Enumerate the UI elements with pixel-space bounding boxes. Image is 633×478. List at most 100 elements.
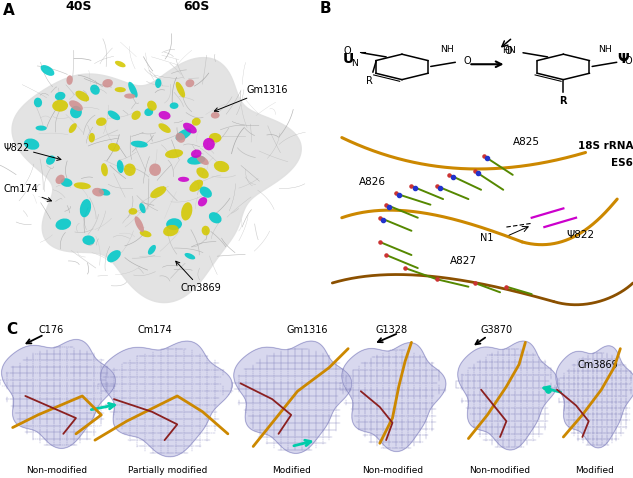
Ellipse shape [80, 199, 91, 217]
Ellipse shape [117, 160, 123, 173]
Ellipse shape [92, 188, 104, 196]
Ellipse shape [124, 94, 135, 98]
Ellipse shape [107, 250, 121, 262]
Ellipse shape [191, 150, 201, 158]
Ellipse shape [199, 186, 212, 198]
Text: A: A [3, 3, 15, 18]
Ellipse shape [165, 149, 183, 158]
Ellipse shape [192, 118, 201, 126]
Ellipse shape [69, 123, 77, 133]
Polygon shape [458, 341, 558, 450]
Point [400, 264, 410, 272]
Text: HN: HN [503, 46, 517, 55]
Ellipse shape [196, 155, 209, 165]
Text: Partially modified: Partially modified [128, 466, 208, 475]
Point [391, 190, 401, 197]
Point [473, 169, 483, 177]
Ellipse shape [214, 161, 229, 172]
Text: N1: N1 [480, 233, 494, 243]
Ellipse shape [202, 226, 210, 236]
Point [432, 182, 442, 190]
Point [381, 201, 391, 208]
Text: C176: C176 [38, 325, 63, 335]
Text: Gm1316: Gm1316 [286, 325, 328, 335]
Point [435, 184, 445, 192]
Ellipse shape [89, 133, 95, 142]
Ellipse shape [56, 174, 65, 184]
Text: O: O [343, 46, 351, 56]
Point [384, 203, 394, 210]
Point [410, 184, 420, 192]
Ellipse shape [115, 87, 126, 92]
Ellipse shape [108, 110, 120, 120]
Point [470, 167, 480, 175]
Ellipse shape [159, 111, 170, 120]
Ellipse shape [178, 177, 189, 182]
Text: 60S: 60S [183, 0, 210, 12]
Ellipse shape [176, 82, 185, 98]
Point [375, 238, 385, 246]
Ellipse shape [147, 100, 157, 111]
Text: A827: A827 [449, 256, 477, 266]
Ellipse shape [103, 79, 113, 87]
Text: Gm1316: Gm1316 [215, 85, 289, 111]
Ellipse shape [108, 143, 120, 152]
Ellipse shape [69, 100, 83, 111]
Text: 40S: 40S [66, 0, 92, 12]
Ellipse shape [198, 197, 207, 206]
Text: Ψ822: Ψ822 [3, 142, 61, 160]
Text: Modified: Modified [575, 466, 615, 475]
Polygon shape [101, 341, 232, 457]
Ellipse shape [185, 79, 194, 87]
Point [375, 214, 385, 222]
Text: A825: A825 [513, 137, 540, 147]
Text: 18S rRNA: 18S rRNA [577, 141, 633, 152]
Ellipse shape [163, 225, 179, 236]
Ellipse shape [128, 208, 137, 215]
Ellipse shape [99, 189, 110, 196]
Point [444, 171, 454, 179]
Text: Non-modified: Non-modified [362, 466, 423, 475]
Ellipse shape [124, 163, 135, 176]
Ellipse shape [175, 132, 185, 143]
Ellipse shape [155, 78, 161, 88]
Ellipse shape [34, 98, 42, 108]
Text: B: B [320, 1, 331, 16]
Polygon shape [12, 58, 301, 303]
Text: O: O [505, 46, 512, 56]
Ellipse shape [150, 186, 166, 198]
Ellipse shape [196, 167, 209, 179]
Ellipse shape [96, 118, 106, 126]
Ellipse shape [203, 138, 215, 151]
Ellipse shape [101, 163, 108, 176]
Ellipse shape [149, 163, 161, 176]
Ellipse shape [56, 218, 71, 230]
Ellipse shape [82, 236, 95, 245]
Text: Cm3869: Cm3869 [578, 359, 618, 369]
Polygon shape [234, 341, 352, 453]
Ellipse shape [140, 230, 151, 237]
Text: O: O [463, 55, 471, 65]
Point [448, 173, 458, 181]
Ellipse shape [148, 245, 156, 255]
Ellipse shape [52, 100, 68, 112]
Point [378, 216, 388, 223]
Ellipse shape [55, 92, 65, 100]
Point [501, 283, 511, 291]
Text: Non-modified: Non-modified [470, 466, 530, 475]
Ellipse shape [75, 91, 89, 101]
Ellipse shape [139, 203, 146, 213]
Ellipse shape [131, 141, 147, 148]
Ellipse shape [209, 212, 222, 223]
Ellipse shape [115, 61, 125, 67]
Text: G1328: G1328 [375, 325, 407, 335]
Point [470, 279, 480, 287]
Polygon shape [342, 343, 446, 452]
Ellipse shape [175, 129, 192, 141]
Ellipse shape [181, 202, 192, 220]
Ellipse shape [74, 182, 91, 189]
Ellipse shape [211, 112, 220, 119]
Text: A826: A826 [359, 177, 386, 187]
Ellipse shape [144, 108, 153, 116]
Text: R: R [560, 96, 567, 106]
